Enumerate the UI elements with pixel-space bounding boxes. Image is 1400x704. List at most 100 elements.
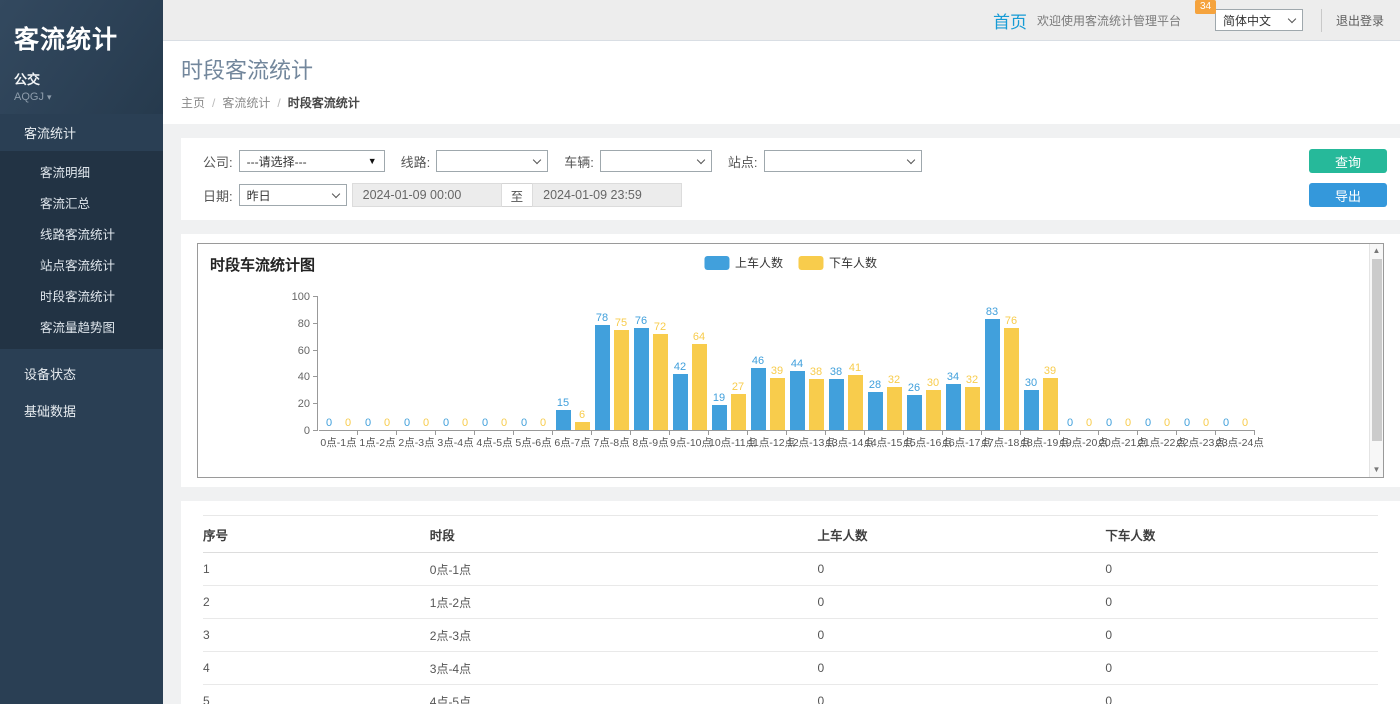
org-code-dropdown[interactable]: AQGJ ▾ [14, 91, 149, 103]
language-select[interactable]: 简体中文 [1214, 9, 1303, 31]
line-select[interactable] [436, 150, 549, 172]
bar-value-label: 0 [500, 417, 508, 429]
bar-alighting [1042, 377, 1058, 430]
chart-vertical-scrollbar[interactable]: ▲ ▼ [1369, 244, 1383, 477]
bar-value-label: 6 [578, 408, 586, 421]
bar-value-label: 27 [731, 380, 745, 393]
org-code-label: AQGJ [14, 91, 44, 103]
vehicle-select[interactable] [599, 150, 712, 172]
bar-alighting [808, 379, 824, 430]
chart-category-group: 15 6 [553, 296, 592, 435]
sidebar-submenu-item[interactable]: 线路客流统计 [40, 228, 116, 242]
scrollbar-down-arrow-icon[interactable]: ▼ [1372, 465, 1381, 474]
x-axis-label: 0点-1点 [320, 437, 357, 449]
legend-item[interactable]: 上车人数 [703, 254, 783, 271]
query-button[interactable]: 查询 [1309, 149, 1387, 173]
bar-boarding [711, 404, 727, 430]
breadcrumb: 主页 / 客流统计 / 时段客流统计 [181, 94, 1400, 111]
date-preset-select[interactable]: 昨日 [238, 184, 347, 206]
bar-value-label: 76 [1004, 315, 1018, 328]
y-axis-tick-label: 100 [291, 291, 310, 303]
sidebar-item[interactable]: 设备状态 [24, 367, 77, 382]
sidebar-submenu-item[interactable]: 站点客流统计 [40, 259, 116, 273]
breadcrumb-item[interactable]: 主页 [181, 96, 206, 110]
bar-value-label: 0 [520, 417, 528, 429]
station-label: 站点: [727, 154, 758, 170]
bar-value-label: 0 [364, 417, 372, 429]
bar-value-label: 32 [965, 374, 979, 387]
y-axis-tick-mark [313, 403, 318, 405]
logout-link[interactable]: 退出登录 [1320, 8, 1390, 32]
bar-column: 19 [711, 392, 727, 430]
chart-plot-area: 0 0 0 0 0 0 0 0 0 0 0 0 15 6 78 75 76 72 42 64 19 27 46 39 44 38 3… [319, 296, 1264, 450]
breadcrumb-item[interactable]: 客流统计 [222, 96, 271, 110]
sidebar-submenu-item[interactable]: 时段客流统计 [40, 290, 116, 304]
page-header: 时段客流统计 主页 / 客流统计 / 时段客流统计 [163, 41, 1400, 124]
chart-category-group: 26 30 [904, 296, 943, 435]
x-axis-label: 23点-24点 [1216, 437, 1264, 449]
legend-label: 上车人数 [734, 256, 783, 270]
bar-value-label: 32 [887, 374, 901, 387]
bar-alighting [769, 377, 785, 430]
language-select-wrap: 34 简体中文 [1194, 0, 1303, 31]
table-panel: 序号 时段 上车人数 下车人数 1 0点-1点 0 0 2 1点-2点 0 0 3 2点-3点 0 0 4 3点… [181, 501, 1400, 704]
bar-value-label: 83 [985, 305, 999, 318]
company-select[interactable]: ---请选择--- ▼ [238, 150, 385, 172]
date-preset-value: 昨日 [246, 188, 271, 203]
chart-x-axis-labels: 0点-1点 1点-2点 2点-3点 3点-4点 4点-5点 5点-6点 6点-7点 7点-8点… [319, 435, 1264, 450]
bar-boarding [945, 384, 961, 430]
bar-boarding [594, 325, 610, 430]
chevron-down-icon [906, 155, 915, 164]
home-link[interactable]: 首页 [992, 12, 1027, 32]
sidebar-item[interactable]: 基础数据 [24, 404, 77, 419]
scrollbar-up-arrow-icon[interactable]: ▲ [1372, 246, 1381, 255]
line-label: 线路: [400, 154, 431, 170]
sidebar-logo-area: 客流统计 公交 AQGJ ▾ [0, 0, 163, 114]
filter-panel: 公司: ---请选择--- ▼ 线路: 车辆: 站点: [181, 138, 1400, 220]
table-header-cell: 下车人数 [1105, 515, 1378, 553]
table-row: 1 0点-1点 0 0 [203, 552, 1378, 586]
sidebar-submenu-item[interactable]: 客流汇总 [40, 197, 91, 211]
chart-category-group: 83 76 [982, 296, 1021, 435]
bar-value-label: 34 [946, 371, 960, 384]
table-cell: 2点-3点 [429, 618, 818, 652]
date-to-input[interactable]: 2024-01-09 23:59 [532, 183, 683, 207]
scrollbar-thumb[interactable] [1371, 259, 1382, 441]
bar-column: 39 [769, 365, 785, 430]
bar-column: 0 [400, 417, 415, 430]
sidebar-submenu-item[interactable]: 客流量趋势图 [40, 321, 116, 335]
x-axis-label: 21点-22点 [1138, 437, 1186, 449]
table-cell: 1点-2点 [429, 585, 818, 619]
org-name: 公交 [14, 72, 41, 87]
x-axis-label: 1点-2点 [359, 437, 396, 449]
y-axis-tick-label: 20 [297, 398, 310, 411]
bar-column: 0 [497, 417, 512, 430]
date-from-input[interactable]: 2024-01-09 00:00 [351, 183, 502, 207]
sidebar-item-passenger-stats[interactable]: 客流统计 [24, 126, 77, 141]
chevron-down-icon [696, 155, 706, 164]
table-cell: 0 [817, 684, 1106, 704]
export-button[interactable]: 导出 [1309, 183, 1387, 207]
bar-value-label: 0 [1085, 417, 1093, 429]
x-axis-label: 2点-3点 [398, 437, 435, 449]
legend-item[interactable]: 下车人数 [798, 254, 877, 271]
bar-column: 0 [439, 417, 454, 430]
bar-boarding [867, 392, 883, 430]
breadcrumb-separator: / [212, 96, 216, 110]
bar-value-label: 0 [1163, 417, 1171, 429]
chart-title: 时段车流统计图 [210, 257, 316, 274]
station-select[interactable] [763, 150, 922, 172]
bar-value-label: 30 [1024, 376, 1038, 389]
welcome-text: 欢迎使用客流统计管理平台 [1036, 13, 1181, 28]
x-axis-label: 14点-15点 [865, 437, 913, 449]
table-cell: 0 [817, 585, 1106, 619]
bar-boarding [555, 409, 571, 430]
sidebar-submenu-item[interactable]: 客流明细 [40, 166, 91, 180]
